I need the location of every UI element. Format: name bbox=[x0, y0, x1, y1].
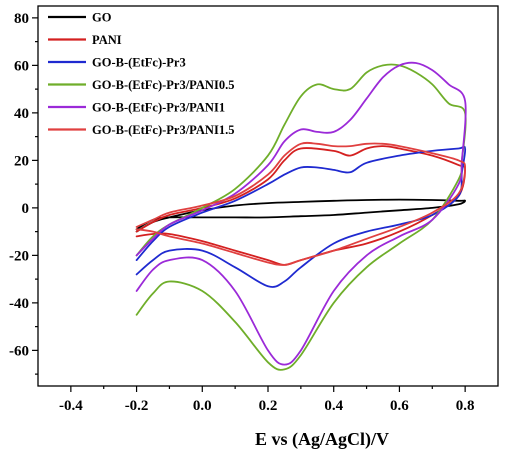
series-line-6 bbox=[135, 141, 466, 266]
x-axis-label: E vs (Ag/AgCl)/V bbox=[255, 429, 389, 450]
y-tick-label: 80 bbox=[14, 11, 29, 27]
series-line-5 bbox=[135, 61, 467, 366]
legend-label-4: GO-B-(EtFc)-Pr3/PANI0.5 bbox=[92, 78, 234, 92]
curves-layer bbox=[135, 61, 467, 371]
series-line-1 bbox=[135, 198, 466, 233]
legend: GO PANI GO-B-(EtFc)-Pr3 GO-B-(EtFc)-Pr3/PAN… bbox=[48, 11, 234, 137]
y-tick-label: 0 bbox=[22, 201, 30, 217]
ticks-layer: -0.4 -0.2 0.0 0.2 0.4 0.6 0.8 -60 -40 -20 0 20 40 60 8… bbox=[9, 11, 475, 414]
y-tick-label: 40 bbox=[14, 106, 29, 122]
legend-label-6: GO-B-(EtFc)-Pr3/PANI1.5 bbox=[92, 123, 234, 137]
legend-label-2: PANI bbox=[92, 33, 122, 47]
y-tick-label: -40 bbox=[9, 296, 29, 312]
legend-label-5: GO-B-(EtFc)-Pr3/PANI1 bbox=[92, 101, 225, 115]
series-line-4 bbox=[135, 63, 467, 371]
x-tick-label: -0.4 bbox=[59, 398, 83, 414]
x-tick-label: 0.4 bbox=[324, 398, 343, 414]
legend-label-1: GO bbox=[92, 11, 112, 25]
y-tick-label: 20 bbox=[14, 153, 29, 169]
x-tick-label: 0.2 bbox=[259, 398, 278, 414]
y-tick-label: 60 bbox=[14, 58, 29, 74]
x-tick-label: -0.2 bbox=[125, 398, 149, 414]
series-line-2 bbox=[135, 145, 466, 266]
y-tick-label: -60 bbox=[9, 343, 29, 359]
legend-label-3: GO-B-(EtFc)-Pr3 bbox=[92, 56, 186, 70]
y-tick-label: -20 bbox=[9, 248, 29, 264]
x-tick-label: 0.6 bbox=[390, 398, 409, 414]
x-tick-label: 0.8 bbox=[456, 398, 475, 414]
x-tick-label: 0.0 bbox=[193, 398, 212, 414]
